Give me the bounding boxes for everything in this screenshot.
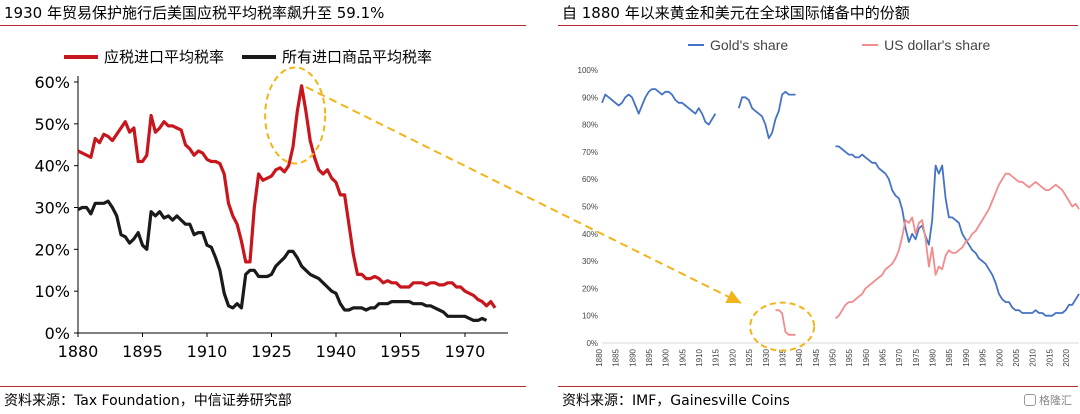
right-y-tick-label: 20% xyxy=(582,284,598,293)
right-x-tick-label: 2020 xyxy=(1062,348,1071,366)
left-y-tick-label: 40% xyxy=(34,157,70,176)
right-panel: 自 1880 年以来黄金和美元在全球国际储备中的份额 Gold's share … xyxy=(558,0,1080,414)
right-title-rule xyxy=(558,25,1078,26)
legend-label-gold: Gold's share xyxy=(710,37,789,53)
legend-label-all-imports: 所有进口商品平均税率 xyxy=(282,48,433,66)
right-chart-title: 自 1880 年以来黄金和美元在全球国际储备中的份额 xyxy=(562,4,910,22)
right-highlight-ellipse xyxy=(749,301,816,352)
right-x-tick-label: 1995 xyxy=(979,348,988,366)
left-legend: 应税进口平均税率 所有进口商品平均税率 xyxy=(64,46,432,67)
series-line-gold xyxy=(601,88,717,126)
right-y-tick-label: 50% xyxy=(582,203,598,212)
right-y-tick-label: 80% xyxy=(582,121,598,130)
right-x-tick-label: 1895 xyxy=(645,348,654,366)
right-x-tick-label: 1925 xyxy=(745,348,754,366)
right-x-tick-label: 1915 xyxy=(712,348,721,366)
right-x-tick-label: 1960 xyxy=(862,348,871,366)
right-y-tick-label: 30% xyxy=(582,257,598,266)
series-line-dutiable xyxy=(77,84,497,309)
left-y-tick-label: 30% xyxy=(34,199,70,218)
series-line-usd xyxy=(775,309,796,336)
left-chart-svg: 0% 10% 20% 30% 40% 50% 60% 1880 1895 1910 1925 1940… xyxy=(34,66,508,361)
left-source-rule xyxy=(0,386,526,387)
right-x-tick-label: 2005 xyxy=(1012,348,1021,366)
right-source-note: 资料来源：IMF，Gainesville Coins xyxy=(562,393,790,409)
right-x-tick-label: 1980 xyxy=(929,348,938,366)
right-x-tick-label: 1950 xyxy=(828,348,837,366)
left-x-tick-label: 1910 xyxy=(187,342,228,361)
right-x-tick-label: 1955 xyxy=(845,348,854,366)
watermark-text: 格隆汇 xyxy=(1039,394,1072,407)
left-x-tick-label: 1925 xyxy=(251,342,292,361)
right-x-tick-label: 1970 xyxy=(895,348,904,366)
right-y-tick-label: 10% xyxy=(582,312,598,321)
right-x-tick-label: 1930 xyxy=(762,348,771,366)
series-line-all-imports xyxy=(77,199,488,322)
right-legend: Gold's share US dollar's share xyxy=(688,37,990,53)
legend-label-usd: US dollar's share xyxy=(884,37,991,53)
left-y-tick-label: 50% xyxy=(34,115,70,134)
right-x-tick-label: 1965 xyxy=(879,348,888,366)
right-chart-svg: 0% 10% 20% 30% 40% 50% 60% 70% 80% 90% 100% 1880 188… xyxy=(578,66,1080,367)
right-y-tick-label: 90% xyxy=(582,93,598,102)
left-x-tick-label: 1940 xyxy=(316,342,357,361)
right-y-tick-label: 40% xyxy=(582,230,598,239)
right-x-tick-label: 1990 xyxy=(962,348,971,366)
right-source-rule xyxy=(558,386,1078,387)
legend-swatch-gold xyxy=(688,44,704,46)
left-x-tick-label: 1970 xyxy=(445,342,486,361)
left-chart-title: 1930 年贸易保护施行后美国应税平均税率飙升至 59.1% xyxy=(4,4,385,22)
right-x-tick-label: 1975 xyxy=(912,348,921,366)
right-x-tick-label: 1905 xyxy=(678,348,687,366)
left-x-tick-label: 1880 xyxy=(58,342,99,361)
left-y-tick-label: 60% xyxy=(34,73,70,92)
legend-swatch-dutiable xyxy=(64,54,98,59)
watermark-logo-icon xyxy=(1024,394,1036,406)
legend-swatch-usd xyxy=(862,44,879,46)
right-x-tick-label: 1935 xyxy=(778,348,787,366)
right-x-tick-label: 2000 xyxy=(995,348,1004,366)
left-y-tick-label: 10% xyxy=(34,282,70,301)
left-x-tick-label: 1895 xyxy=(122,342,163,361)
right-y-tick-label: 100% xyxy=(578,66,598,75)
left-x-tick-label: 1955 xyxy=(380,342,421,361)
watermark: 格隆汇 xyxy=(1024,392,1072,408)
left-y-tick-label: 20% xyxy=(34,240,70,259)
right-x-tick-label: 1880 xyxy=(595,348,604,366)
left-title-rule xyxy=(0,25,526,26)
right-y-tick-label: 60% xyxy=(582,175,598,184)
right-x-tick-label: 1885 xyxy=(612,348,621,366)
left-y-tick-label: 0% xyxy=(45,324,70,343)
left-highlight-ellipse xyxy=(264,66,327,165)
left-panel: 1930 年贸易保护施行后美国应税平均税率飙升至 59.1% 应税进口平均税率 … xyxy=(0,0,530,414)
legend-label-dutiable: 应税进口平均税率 xyxy=(104,48,225,66)
right-x-tick-label: 1910 xyxy=(695,348,704,366)
right-x-tick-label: 2015 xyxy=(1045,348,1054,366)
left-source-note: 资料来源：Tax Foundation，中信证券研究部 xyxy=(4,393,292,409)
series-line-gold xyxy=(737,90,796,140)
series-line-gold xyxy=(835,145,1080,317)
right-x-tick-label: 1940 xyxy=(795,348,804,366)
right-y-tick-label: 70% xyxy=(582,148,598,157)
right-x-tick-label: 1985 xyxy=(945,348,954,366)
right-x-tick-label: 1890 xyxy=(628,348,637,366)
right-x-tick-label: 1945 xyxy=(812,348,821,366)
right-x-tick-label: 2010 xyxy=(1029,348,1038,366)
right-x-tick-label: 1920 xyxy=(728,348,737,366)
series-line-usd xyxy=(834,172,1080,320)
right-x-tick-label: 1900 xyxy=(662,348,671,366)
legend-swatch-all-imports xyxy=(242,54,277,59)
right-y-tick-label: 0% xyxy=(586,339,598,348)
